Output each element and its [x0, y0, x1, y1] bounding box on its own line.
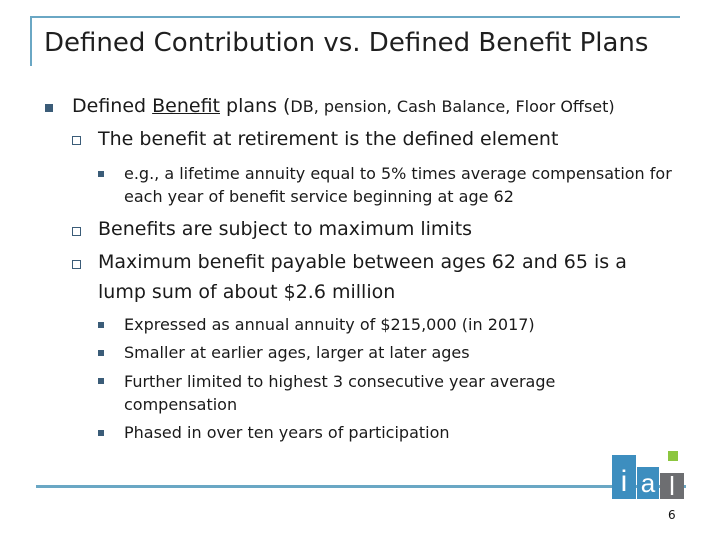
bullet-small-square-icon	[98, 430, 104, 436]
bullet-small-square-icon	[98, 322, 104, 328]
detail-earlier-later-ages: Smaller at earlier ages, larger at later…	[124, 343, 470, 362]
logo-letter-a: a	[641, 468, 656, 498]
sub-bullet-benefit-at-retirement: The benefit at retirement is the defined…	[98, 128, 559, 150]
detail-highest-3-year-line2: compensation	[124, 395, 238, 414]
logo-block-a	[637, 467, 659, 499]
slide-title: Defined Contribution vs. Defined Benefit…	[44, 28, 649, 58]
bullet-hollow-square-icon	[72, 136, 81, 145]
sub-bullet-maximum-benefit-line1: Maximum benefit payable between ages 62 …	[98, 251, 627, 273]
detail-highest-3-year-line1: Further limited to highest 3 consecutive…	[124, 372, 556, 391]
detail-lifetime-annuity-line2: each year of benefit service beginning a…	[124, 187, 514, 206]
logo-block-i	[612, 455, 636, 499]
logo-green-square	[668, 451, 678, 461]
detail-phased-in: Phased in over ten years of participatio…	[124, 423, 450, 442]
bullet-square-icon	[45, 104, 53, 112]
ial-logo: i a l	[612, 451, 684, 501]
detail-lifetime-annuity-line1: e.g., a lifetime annuity equal to 5% tim…	[124, 164, 672, 183]
bullet-defined-benefit: Defined Benefit plans (DB, pension, Cash…	[72, 95, 615, 117]
page-number: 6	[668, 508, 676, 522]
bullet-small-square-icon	[98, 171, 104, 177]
title-frame	[30, 16, 680, 66]
bullet-hollow-square-icon	[72, 260, 81, 269]
sub-bullet-maximum-limits: Benefits are subject to maximum limits	[98, 218, 473, 240]
logo-letter-i: i	[621, 465, 628, 498]
bullet-small-square-icon	[98, 378, 104, 384]
footer-divider	[36, 485, 686, 488]
sub-bullet-maximum-benefit-line2: lump sum of about $2.6 million	[98, 281, 396, 303]
bullet-hollow-square-icon	[72, 227, 81, 236]
detail-annual-annuity: Expressed as annual annuity of $215,000 …	[124, 315, 535, 334]
logo-block-l	[660, 473, 684, 499]
logo-letter-l: l	[669, 471, 675, 501]
bullet-small-square-icon	[98, 350, 104, 356]
